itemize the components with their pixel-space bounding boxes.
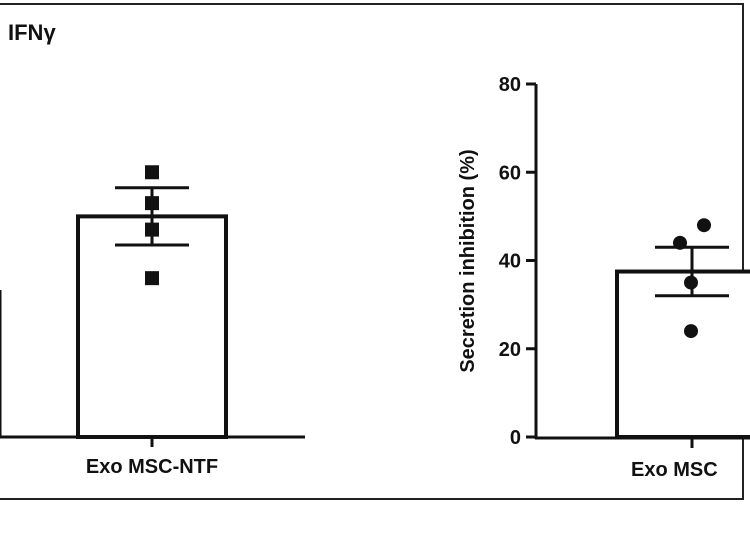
data-point-square xyxy=(145,196,159,211)
y-tick-label: 60 xyxy=(499,162,521,184)
right-y-axis-label: Secretion inhibition (%) xyxy=(457,149,479,372)
chart-right: 0 20 40 60 80 Secretion inhibition (%) Exo M… xyxy=(457,74,750,481)
chart-left: Exo MSC-NTF xyxy=(0,165,305,478)
y-tick-label: 40 xyxy=(499,251,521,273)
right-category-label: Exo MSC xyxy=(631,459,718,481)
data-point-circle xyxy=(684,275,698,290)
panel-title: IFNγ xyxy=(8,20,56,45)
data-point-circle xyxy=(684,324,698,339)
y-tick-label: 80 xyxy=(499,74,521,96)
data-point-square xyxy=(145,165,159,180)
y-tick-label: 20 xyxy=(499,339,521,361)
figure-frame xyxy=(0,3,744,500)
data-point-circle xyxy=(673,235,687,250)
data-point-circle xyxy=(697,218,711,233)
data-point-square xyxy=(145,271,159,286)
bar-exo-msc-ntf xyxy=(76,214,228,439)
y-tick-label: 0 xyxy=(510,427,521,449)
data-point-square xyxy=(145,222,159,237)
left-category-label: Exo MSC-NTF xyxy=(86,456,218,478)
